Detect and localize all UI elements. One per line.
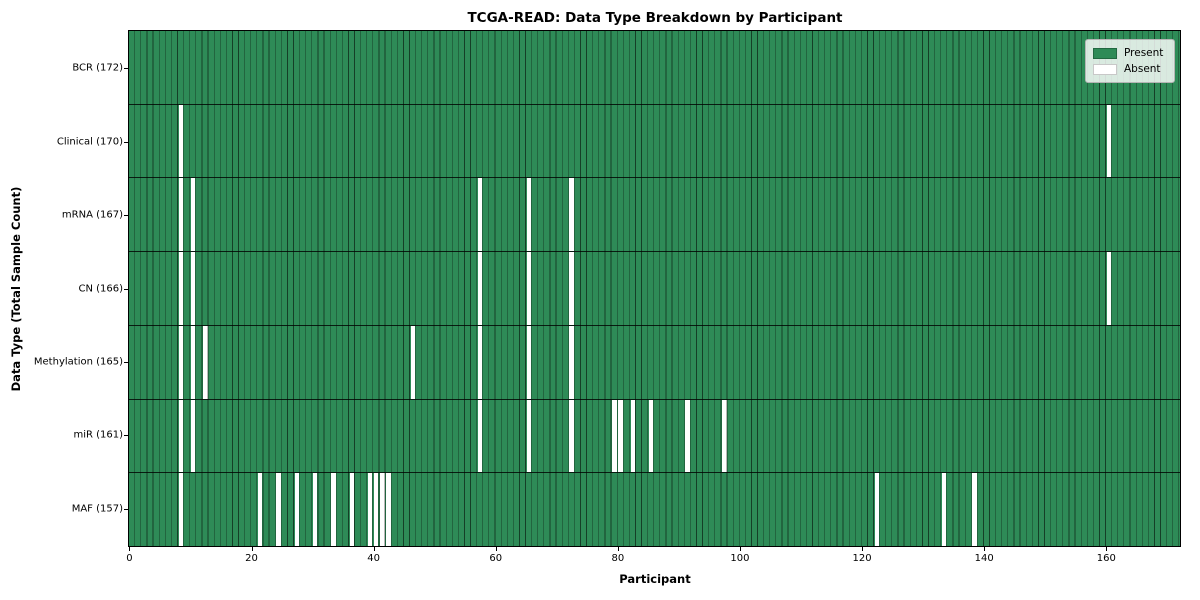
y-tick-label: miR (161) <box>73 429 123 441</box>
x-tick-mark <box>1106 547 1108 551</box>
absent-cell <box>178 473 184 547</box>
absent-cell <box>526 178 532 252</box>
absent-cell <box>258 473 263 547</box>
x-tick-mark <box>373 547 375 551</box>
absent-cell <box>190 399 196 473</box>
absent-cell <box>526 325 532 399</box>
y-tick-mark <box>124 288 128 290</box>
legend-label-absent: Absent <box>1124 63 1161 75</box>
x-axis-label: Participant <box>619 572 691 586</box>
absent-cell <box>190 252 196 325</box>
absent-cell <box>178 252 184 325</box>
y-axis-tick-labels: BCR (172) Clinical (170) mRNA (167) CN (166… <box>0 30 123 547</box>
x-tick-label: 120 <box>852 553 872 564</box>
absent-cell <box>294 473 300 547</box>
absent-cell <box>477 399 483 473</box>
absent-cell <box>941 473 947 547</box>
x-tick-mark <box>617 547 619 551</box>
x-tick-label: 0 <box>126 553 133 564</box>
legend-label-present: Present <box>1124 47 1164 59</box>
absent-cell <box>874 473 880 547</box>
heatmap-rows <box>129 31 1180 547</box>
x-tick-label: 20 <box>245 553 258 564</box>
absent-cell <box>410 325 416 399</box>
absent-cell <box>276 473 281 547</box>
absent-cell <box>190 178 196 252</box>
heatmap-row-BCR <box>129 31 1180 105</box>
absent-cell <box>648 399 654 473</box>
absent-cell <box>178 104 184 178</box>
absent-cell <box>477 252 483 325</box>
present-swatch-icon <box>1093 47 1117 59</box>
y-tick-mark <box>124 215 128 217</box>
absent-cell <box>618 399 623 473</box>
heatmap-row-mRNA <box>129 178 1180 253</box>
heatmap-row-MAF <box>129 473 1180 547</box>
absent-cell <box>569 399 574 473</box>
x-tick-label: 160 <box>1096 553 1116 564</box>
y-tick-label: MAF (157) <box>71 503 123 515</box>
absent-cell <box>1106 104 1112 178</box>
absent-cell <box>630 399 635 473</box>
legend-item-absent: Absent <box>1093 61 1167 77</box>
absent-cell <box>374 473 379 547</box>
y-tick-mark <box>124 508 128 510</box>
absent-cell <box>386 473 391 547</box>
x-tick-mark <box>862 547 864 551</box>
y-tick-label: Clinical (170) <box>56 136 123 148</box>
heatmap-row-Clinical <box>129 104 1180 179</box>
absent-cell <box>178 399 184 473</box>
absent-cell <box>203 325 208 399</box>
legend-item-present: Present <box>1093 45 1167 61</box>
absent-cell <box>477 325 483 399</box>
x-tick-mark <box>251 547 253 551</box>
x-tick-label: 80 <box>611 553 625 564</box>
y-tick-label: Methylation (165) <box>33 356 123 368</box>
heatmap-row-miR <box>129 399 1180 474</box>
x-tick-mark <box>129 547 131 551</box>
absent-cell <box>178 178 184 252</box>
y-tick-label: BCR (172) <box>72 62 123 74</box>
chart-title: TCGA-READ: Data Type Breakdown by Partic… <box>467 10 843 26</box>
x-tick-label: 140 <box>974 553 994 564</box>
x-tick-mark <box>739 547 741 551</box>
y-tick-label: CN (166) <box>78 283 123 294</box>
x-tick-label: 100 <box>730 553 750 564</box>
legend: Present Absent <box>1085 39 1175 83</box>
absent-cell <box>722 399 727 473</box>
heatmap-row-CN <box>129 252 1180 326</box>
absent-swatch-icon <box>1093 63 1117 75</box>
x-tick-mark <box>495 547 497 551</box>
x-tick-label: 40 <box>367 553 380 564</box>
y-tick-mark <box>124 68 128 70</box>
absent-cell <box>178 325 184 399</box>
absent-cell <box>380 473 385 547</box>
absent-cell <box>313 473 318 547</box>
absent-cell <box>526 252 532 325</box>
heatmap-row-Methylation <box>129 325 1180 400</box>
absent-cell <box>569 252 574 325</box>
absent-cell <box>190 325 196 399</box>
absent-cell <box>367 473 373 547</box>
x-tick-mark <box>984 547 986 551</box>
absent-cell <box>685 399 690 473</box>
y-tick-mark <box>124 141 128 143</box>
plot-area <box>128 30 1181 547</box>
absent-cell <box>477 178 483 252</box>
y-tick-label: mRNA (167) <box>61 209 123 221</box>
absent-cell <box>1106 252 1112 325</box>
absent-cell <box>349 473 355 547</box>
absent-cell <box>569 325 574 399</box>
absent-cell <box>331 473 336 547</box>
absent-cell <box>972 473 977 547</box>
absent-cell <box>612 399 617 473</box>
x-axis-ticks: 0 20 40 60 80 100 120 140 160 <box>0 547 1200 577</box>
absent-cell <box>569 178 574 252</box>
y-axis-label: Data Type (Total Sample Count) <box>9 186 23 392</box>
y-tick-mark <box>124 435 128 437</box>
absent-cell <box>526 399 532 473</box>
x-tick-label: 60 <box>489 553 503 564</box>
y-tick-mark <box>124 361 128 363</box>
